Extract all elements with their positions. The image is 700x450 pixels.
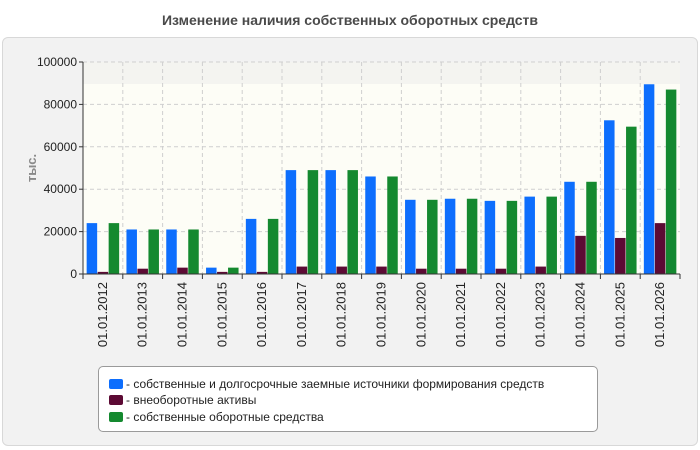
x-tick-label: 01.01.2012 <box>95 282 110 347</box>
bar-series-3 <box>108 223 120 274</box>
x-tick-label: 01.01.2020 <box>413 282 428 347</box>
x-tick-label: 01.01.2026 <box>652 282 667 347</box>
bar-series-2 <box>575 235 586 274</box>
bar-series-1 <box>166 229 177 274</box>
bar-series-1 <box>206 267 217 274</box>
bar-series-3 <box>188 229 199 274</box>
bar-series-2 <box>535 266 546 274</box>
x-tick-label: 01.01.2014 <box>175 282 190 347</box>
bar-series-1 <box>564 181 575 274</box>
x-tick-label: 01.01.2015 <box>214 282 229 347</box>
y-tick-label: 100000 <box>37 55 77 69</box>
bar-series-2 <box>137 268 148 274</box>
legend-item-working-capital: - собственные оборотные средства <box>109 409 324 425</box>
bar-series-1 <box>365 176 376 274</box>
plot-top-band <box>83 62 680 84</box>
bar-series-3 <box>228 267 239 274</box>
bar-series-3 <box>506 200 518 274</box>
y-tick-label: 60000 <box>44 140 78 154</box>
bar-series-1 <box>245 218 257 274</box>
bar-series-2 <box>296 266 308 274</box>
bar-series-2 <box>217 271 228 274</box>
bar-series-1 <box>444 198 456 274</box>
y-tick-label: 0 <box>70 267 77 281</box>
bar-series-3 <box>427 199 438 274</box>
y-axis-label: тыс. <box>24 154 39 182</box>
bar-series-3 <box>546 196 557 274</box>
bars-group <box>86 84 677 274</box>
x-tick-label: 01.01.2013 <box>135 282 150 347</box>
bar-series-2 <box>416 268 427 274</box>
bar-series-2 <box>336 266 347 274</box>
bar-series-1 <box>524 196 535 274</box>
bar-series-1 <box>325 170 336 274</box>
bar-series-1 <box>405 199 416 274</box>
bar-series-1 <box>126 229 137 274</box>
bar-series-1 <box>484 200 496 274</box>
axes-group <box>79 61 681 279</box>
bar-series-2 <box>177 267 188 274</box>
x-tick-label: 01.01.2016 <box>254 282 269 347</box>
x-tick-label: 01.01.2021 <box>453 282 468 347</box>
bar-series-1 <box>86 223 98 274</box>
bar-series-2 <box>615 237 626 274</box>
bar-series-1 <box>643 84 655 274</box>
y-tick-label: 20000 <box>44 225 78 239</box>
bar-series-3 <box>626 126 637 274</box>
x-tick-label: 01.01.2017 <box>294 282 309 347</box>
bar-series-1 <box>604 120 615 274</box>
legend-label-sources: - собственные и долгосрочные заемные ист… <box>126 377 545 391</box>
bar-series-3 <box>665 89 677 274</box>
x-tick-label: 01.01.2023 <box>533 282 548 347</box>
legend-swatch-noncurrent-assets <box>109 395 123 405</box>
legend-swatch-working-capital <box>109 412 123 422</box>
bar-series-3 <box>387 176 398 274</box>
legend-item-sources: - собственные и долгосрочные заемные ист… <box>109 376 544 392</box>
legend: - собственные и долгосрочные заемные ист… <box>98 366 598 432</box>
bar-series-1 <box>285 170 297 274</box>
legend-item-noncurrent-assets: - внеоборотные активы <box>109 392 256 408</box>
x-tick-label: 01.01.2024 <box>573 282 588 347</box>
bar-series-3 <box>347 170 358 274</box>
x-tick-label: 01.01.2025 <box>612 282 627 347</box>
grid-lines <box>83 61 680 274</box>
chart-title: Изменение наличия собственных оборотных … <box>161 12 539 28</box>
legend-swatch-sources <box>109 379 123 389</box>
bar-series-2 <box>654 223 666 274</box>
bar-series-3 <box>466 198 478 274</box>
bar-series-3 <box>267 218 279 274</box>
legend-label-noncurrent-assets: - внеоборотные активы <box>126 393 257 407</box>
bar-series-3 <box>148 229 159 274</box>
bar-series-3 <box>586 181 597 274</box>
y-tick-label: 80000 <box>44 97 78 111</box>
bar-series-2 <box>495 268 507 274</box>
x-tick-label: 01.01.2019 <box>374 282 389 347</box>
x-tick-label: 01.01.2022 <box>493 282 508 347</box>
y-tick-label: 40000 <box>44 182 78 196</box>
bar-series-2 <box>455 268 467 274</box>
labels-group: 0 20000 40000 60000 80000 100000 01.01.2012 01.… <box>24 55 667 347</box>
legend-label-working-capital: - собственные оборотные средства <box>126 410 324 424</box>
x-tick-label: 01.01.2018 <box>334 282 349 347</box>
bar-series-2 <box>256 271 268 274</box>
bar-series-3 <box>307 170 319 274</box>
bar-series-2 <box>97 271 109 274</box>
bar-series-2 <box>376 266 387 274</box>
